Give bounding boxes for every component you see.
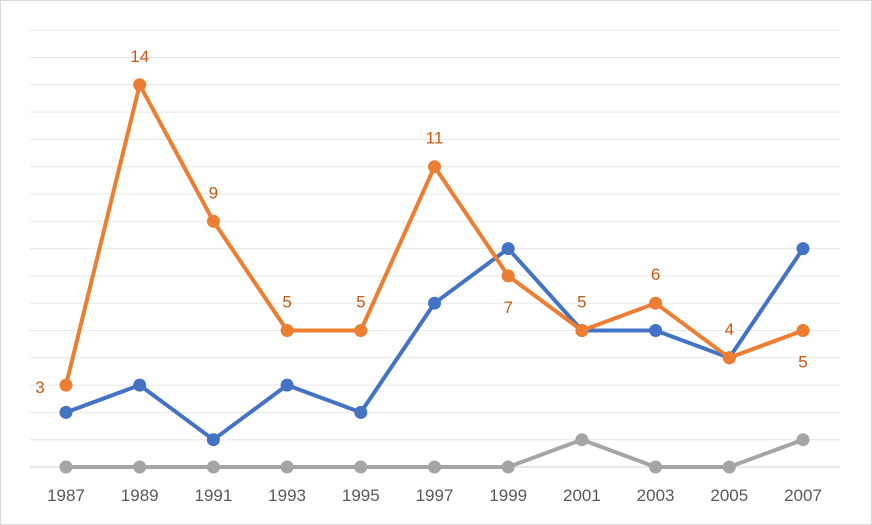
data-label: 5: [577, 293, 586, 312]
data-label: 9: [209, 183, 218, 202]
data-label: 5: [798, 353, 807, 372]
data-label: 3: [35, 378, 44, 397]
x-tick-label: 1989: [121, 486, 159, 505]
data-point: [206, 460, 220, 474]
data-label: 11: [426, 129, 444, 148]
x-tick-label: 1993: [268, 486, 306, 505]
x-tick-label: 2001: [563, 486, 601, 505]
data-point: [206, 433, 220, 447]
data-label: 14: [130, 47, 149, 66]
data-point: [722, 351, 736, 365]
data-point: [280, 378, 294, 392]
data-point: [354, 460, 368, 474]
series-line: [64, 246, 805, 442]
data-point: [649, 296, 663, 310]
x-tick-label: 2003: [637, 486, 675, 505]
data-point: [59, 378, 73, 392]
data-label: 7: [503, 298, 512, 317]
data-point: [428, 296, 441, 310]
data-point: [354, 405, 368, 419]
data-point: [133, 460, 147, 474]
x-tick-label: 1995: [342, 486, 380, 505]
data-point: [649, 460, 663, 474]
data-point: [796, 324, 810, 337]
data-label: 5: [282, 293, 291, 312]
data-point: [501, 269, 515, 283]
data-point: [428, 160, 441, 174]
data-point: [280, 324, 294, 337]
data-point: [133, 78, 147, 92]
x-tick-label: 1991: [194, 486, 232, 505]
data-point: [59, 405, 73, 419]
data-point: [501, 460, 515, 474]
data-point: [796, 242, 810, 256]
x-tick-label: 2005: [710, 486, 748, 505]
x-tick-label: 1999: [489, 486, 527, 505]
x-tick-label: 1987: [47, 486, 85, 505]
data-point: [501, 242, 515, 256]
data-point: [280, 460, 294, 474]
data-point: [722, 460, 736, 474]
x-tick-label: 1997: [416, 486, 454, 505]
data-point: [796, 433, 810, 447]
x-tick-label: 2007: [784, 486, 822, 505]
data-point: [59, 460, 73, 474]
data-label: 4: [725, 320, 734, 339]
data-label: 5: [356, 293, 365, 312]
data-point: [428, 460, 441, 474]
data-point: [133, 378, 147, 392]
data-point: [206, 214, 220, 228]
data-point: [649, 324, 663, 337]
data-label: 6: [651, 265, 660, 284]
data-point: [354, 324, 368, 337]
data-point: [575, 324, 589, 337]
data-point: [575, 433, 589, 447]
